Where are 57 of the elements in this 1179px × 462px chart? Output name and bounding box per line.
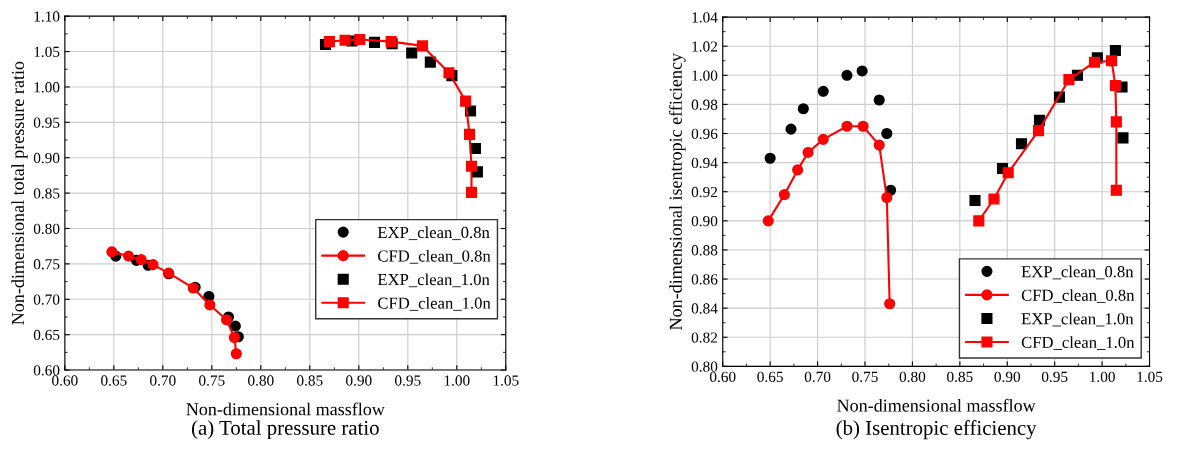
x-tick-label: 0.85 — [297, 375, 323, 386]
x-tick-label: 0.70 — [804, 371, 831, 383]
x-tick-label: 1.05 — [1137, 371, 1163, 383]
y-tick-label: 1.05 — [34, 46, 60, 58]
y-tick-label: 0.65 — [33, 329, 60, 341]
y-tick-label: 1.10 — [34, 11, 60, 22]
y-tick-label: 0.95 — [33, 117, 60, 128]
x-tick-label: 0.70 — [150, 375, 176, 386]
legend-label: EXP_clean_1.0n — [377, 273, 490, 288]
legend-label: CFD_clean_0.8n — [1021, 289, 1135, 303]
x-tick-label: 1.00 — [444, 375, 470, 386]
y-tick-label: 0.90 — [33, 152, 60, 164]
x-tick-label: 0.75 — [199, 375, 225, 386]
x-tick-label: 0.90 — [994, 371, 1021, 383]
y-tick-label: 0.85 — [33, 188, 60, 199]
text: (a) Total pressure ratio — [191, 420, 379, 440]
y-tick-label: 0.96 — [691, 128, 718, 140]
y-tick-label: 0.70 — [33, 294, 60, 305]
x-tick-label: 0.75 — [852, 371, 878, 383]
x-tick-label: 0.80 — [899, 371, 926, 383]
y-tick-label: 0.84 — [691, 303, 718, 314]
y-tick-label: 1.00 — [34, 82, 60, 93]
x-tick-label: 0.95 — [1041, 371, 1068, 383]
x-tick-label: 1.00 — [1090, 371, 1115, 383]
legend-label: EXP_clean_1.0n — [1021, 312, 1134, 327]
y-tick-label: 0.80 — [691, 361, 718, 372]
y-tick-label: 0.94 — [691, 157, 718, 169]
x-tick-label: 0.95 — [395, 375, 421, 386]
y-axis-title: Non-dimensional total pressure ratio — [11, 61, 28, 325]
x-tick-label: 1.05 — [493, 375, 519, 386]
y-tick-label: 0.98 — [691, 99, 718, 110]
y-tick-label: 0.88 — [691, 245, 718, 256]
y-tick-label: 0.82 — [691, 332, 718, 343]
y-tick-label: 0.92 — [691, 186, 718, 198]
y-axis-title: Non-dimensional isentropic efficiency — [668, 53, 686, 330]
y-tick-label: 1.00 — [692, 70, 718, 81]
x-tick-label: 0.90 — [346, 375, 372, 386]
x-axis-title: Non-dimensional massflow — [186, 402, 385, 416]
legend-label: CFD_clean_0.8n — [378, 249, 491, 264]
x-axis-title: Non-dimensional massflow — [837, 398, 1036, 412]
y-tick-label: 0.75 — [33, 259, 60, 270]
x-tick-label: 0.85 — [947, 371, 973, 383]
y-tick-label: 0.86 — [691, 274, 718, 285]
y-tick-label: 0.90 — [691, 215, 718, 227]
legend-label: EXP_clean_0.8n — [377, 226, 490, 241]
x-tick-label: 0.65 — [101, 375, 127, 386]
legend-label: CFD_clean_1.0n — [378, 297, 491, 311]
y-tick-label: 1.02 — [692, 41, 718, 52]
legend-label: CFD_clean_1.0n — [1021, 336, 1135, 350]
x-tick-label: 0.60 — [709, 371, 736, 383]
legend-label: EXP_clean_0.8n — [1021, 265, 1134, 280]
x-tick-label: 0.60 — [52, 375, 78, 386]
x-tick-label: 0.80 — [248, 375, 274, 386]
x-tick-label: 0.65 — [757, 371, 783, 383]
y-tick-label: 1.04 — [692, 12, 718, 23]
text: (b) Isentropic efficiency — [836, 420, 1037, 440]
y-tick-label: 0.80 — [33, 223, 60, 235]
